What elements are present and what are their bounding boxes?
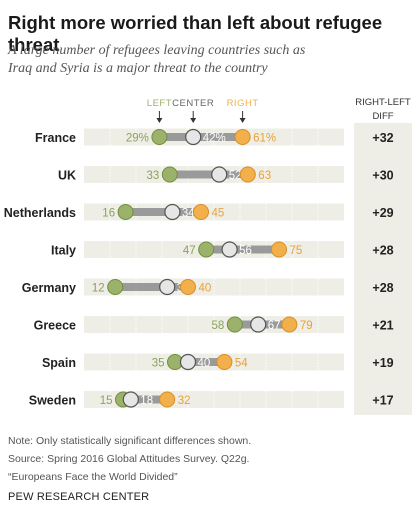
diff-header-line-2: DIFF: [372, 111, 394, 122]
category-label-spain: Spain: [42, 356, 76, 370]
dot-right-italy: [271, 241, 287, 258]
value-label-center: 56: [239, 245, 252, 257]
dot-center-sweden: [122, 391, 139, 408]
value-label-center: 42%: [203, 133, 226, 145]
diff-value-greece: +21: [372, 319, 393, 333]
track-netherlands: [84, 203, 344, 221]
dot-right-uk: [239, 166, 256, 183]
value-label-right: 54: [235, 358, 248, 370]
value-label-center: 18: [140, 395, 153, 407]
chart-subtitle: A large number of refugees leaving count…: [8, 42, 412, 78]
value-label-left: 58: [212, 320, 225, 332]
value-label-center: 34: [182, 208, 195, 220]
footer-note: Note: Only statistically significant dif…: [8, 435, 252, 447]
subtitle-line-1: A large number of refugees leaving count…: [8, 43, 306, 58]
track-greece: [84, 316, 344, 333]
value-label-center: 40: [198, 358, 211, 370]
dot-left-germany: [107, 279, 124, 295]
range-bar-uk: [169, 170, 248, 179]
diff-value-germany: +28: [372, 281, 393, 295]
category-label-greece: Greece: [34, 319, 76, 333]
dot-center-france: [185, 128, 202, 146]
value-label-right: 45: [212, 208, 225, 220]
value-label-left: 16: [102, 208, 115, 220]
dot-right-netherlands: [193, 204, 209, 220]
value-label-right: 63: [258, 170, 271, 182]
value-label-left: 29%: [126, 133, 149, 145]
dot-center-netherlands: [164, 203, 181, 221]
footer-source: Source: Spring 2016 Global Attitudes Sur…: [8, 453, 250, 465]
dot-left-greece: [226, 316, 243, 333]
value-label-left: 33: [147, 170, 160, 182]
category-label-uk: UK: [58, 169, 76, 183]
dot-center-uk: [211, 166, 228, 183]
category-label-sweden: Sweden: [29, 394, 76, 408]
category-label-france: France: [35, 131, 76, 145]
subtitle-line-2: Iraq and Syria is a major threat to the …: [8, 61, 268, 76]
diff-value-sweden: +17: [372, 394, 393, 408]
value-label-left: 47: [183, 245, 196, 257]
dot-left-uk: [161, 166, 178, 183]
diff-value-france: +32: [372, 131, 393, 145]
legend-arrow-right: [239, 118, 246, 123]
legend-label-center: CENTER: [172, 98, 214, 109]
dot-center-greece: [250, 316, 267, 333]
legend-label-left: LEFT: [147, 98, 172, 109]
dot-center-spain: [179, 353, 197, 371]
category-label-netherlands: Netherlands: [4, 206, 76, 220]
dot-center-germany: [159, 278, 176, 296]
value-label-right: 61%: [253, 133, 276, 145]
value-label-left: 35: [152, 358, 165, 370]
track-sweden: [84, 391, 344, 408]
footer-report: “Europeans Face the World Divided”: [8, 471, 178, 483]
dot-left-italy: [198, 241, 215, 258]
legend-label-right: RIGHT: [227, 98, 259, 109]
diff-column-header: RIGHT-LEFT DIFF: [354, 96, 412, 124]
dot-right-sweden: [159, 391, 176, 408]
value-label-right: 32: [178, 395, 191, 407]
legend-arrow-left: [156, 118, 163, 123]
dot-center-italy: [221, 241, 238, 258]
range-bar-italy: [206, 245, 279, 254]
value-label-center: 52: [229, 170, 242, 182]
diff-value-netherlands: +29: [372, 206, 393, 220]
diff-header-line-1: RIGHT-LEFT: [355, 97, 411, 108]
range-bar-sweden: [123, 395, 168, 404]
dot-right-france: [234, 129, 251, 145]
range-bar-netherlands: [125, 208, 201, 216]
value-label-right: 79: [300, 320, 313, 332]
value-label-left: 12: [92, 283, 105, 295]
diff-value-italy: +28: [372, 244, 393, 258]
dot-left-france: [151, 129, 168, 145]
category-label-italy: Italy: [51, 244, 76, 258]
track-germany: [84, 278, 344, 296]
value-label-left: 15: [100, 395, 113, 407]
range-bar-germany: [115, 283, 188, 291]
value-label-right: 40: [199, 283, 212, 295]
diff-value-spain: +19: [372, 356, 393, 370]
dot-right-germany: [180, 279, 196, 295]
value-label-center: 67: [268, 320, 281, 332]
dot-left-netherlands: [117, 204, 134, 220]
range-bar-spain: [175, 358, 225, 366]
category-label-germany: Germany: [22, 281, 76, 295]
dot-right-greece: [281, 316, 298, 333]
chart-title: Right more worried than left about refug…: [8, 12, 383, 55]
diff-value-uk: +30: [372, 169, 393, 183]
footer-org: PEW RESEARCH CENTER: [8, 491, 150, 503]
value-label-right: 75: [290, 245, 303, 257]
dot-right-spain: [216, 354, 233, 370]
legend-arrow-center: [190, 118, 197, 123]
diff-column-background: [354, 123, 412, 415]
